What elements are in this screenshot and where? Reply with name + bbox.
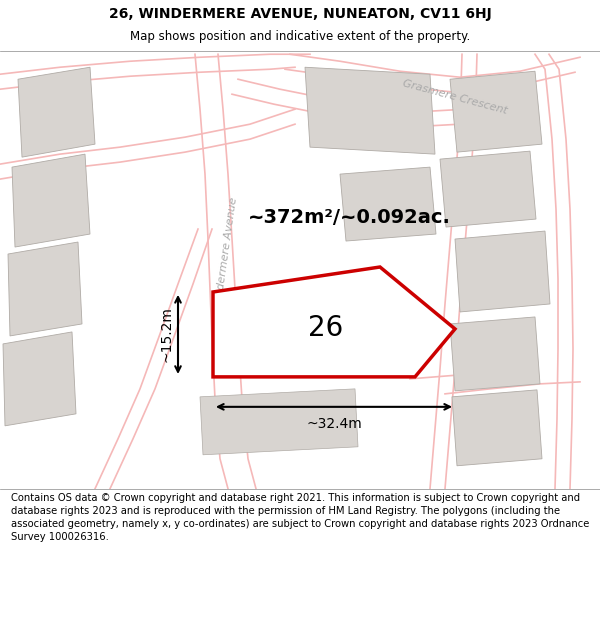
Polygon shape <box>340 167 436 241</box>
Text: ~32.4m: ~32.4m <box>306 417 362 431</box>
Polygon shape <box>305 68 435 154</box>
Polygon shape <box>450 71 542 152</box>
Text: 26: 26 <box>308 314 343 342</box>
Text: 26, WINDERMERE AVENUE, NUNEATON, CV11 6HJ: 26, WINDERMERE AVENUE, NUNEATON, CV11 6H… <box>109 8 491 21</box>
Polygon shape <box>200 389 358 455</box>
Polygon shape <box>213 267 455 377</box>
Text: Grasmere Crescent: Grasmere Crescent <box>401 78 508 116</box>
Text: ~372m²/~0.092ac.: ~372m²/~0.092ac. <box>248 208 451 226</box>
Polygon shape <box>228 284 380 361</box>
Polygon shape <box>455 231 550 312</box>
Text: Windermere Avenue: Windermere Avenue <box>213 197 239 311</box>
Text: Map shows position and indicative extent of the property.: Map shows position and indicative extent… <box>130 31 470 43</box>
Polygon shape <box>452 390 542 466</box>
Polygon shape <box>12 154 90 247</box>
Polygon shape <box>8 242 82 336</box>
Text: Contains OS data © Crown copyright and database right 2021. This information is : Contains OS data © Crown copyright and d… <box>11 493 589 542</box>
Polygon shape <box>450 317 540 391</box>
Text: ~15.2m: ~15.2m <box>160 306 174 362</box>
Polygon shape <box>440 151 536 227</box>
Polygon shape <box>18 68 95 157</box>
Polygon shape <box>3 332 76 426</box>
